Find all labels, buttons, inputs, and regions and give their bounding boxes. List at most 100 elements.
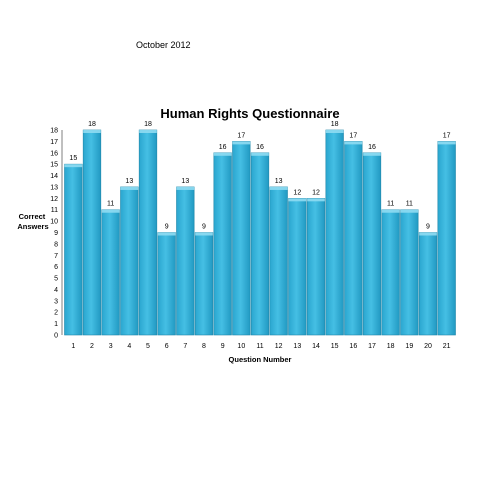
x-tick-label: 17 [368,343,376,350]
bar-top-highlight [64,164,83,168]
bar [288,198,307,336]
bar [101,209,120,336]
bar-top-highlight [176,186,195,190]
bar-value-label: 13 [275,178,283,185]
chart-title: Human Rights Questionnaire [160,106,339,121]
x-tick-label: 9 [221,343,225,350]
x-tick-label: 13 [293,343,301,350]
bar [325,129,344,336]
bar-value-label: 16 [368,144,376,151]
y-tick-label: 12 [50,196,58,203]
y-tick-label: 8 [54,241,58,248]
x-tick-label: 21 [443,343,451,350]
x-tick-label: 7 [183,343,187,350]
bar [306,198,326,336]
bar [213,152,232,336]
y-tick-label: 7 [54,253,58,260]
report-date: October 2012 [136,40,191,50]
y-tick-label: 9 [54,230,58,237]
bar-value-label: 11 [387,201,394,208]
x-tick-label: 4 [127,343,131,350]
bar-top-highlight [83,130,101,133]
y-tick-label: 10 [50,219,58,226]
bar-top-highlight [437,141,456,145]
x-tick-label: 18 [387,343,395,350]
bar [194,232,214,336]
bar-value-label: 12 [293,189,301,196]
y-tick-label: 1 [54,321,58,328]
bar [344,141,363,336]
x-tick-label: 20 [424,343,432,350]
bar-top-highlight [139,130,157,133]
bar [120,186,139,336]
x-tick-label: 3 [109,343,113,350]
bar-value-label: 18 [144,121,152,128]
y-tick-label: 2 [54,310,58,317]
bar [232,141,251,336]
y-tick-label: 4 [54,287,58,294]
bar [418,232,438,336]
bar-value-label: 16 [256,144,264,151]
bars: 15 18 11 13 18 9 13 9 16 17 16 13 12 12 18 17 16 11 11 9 17 [64,121,456,336]
bar-value-label: 9 [202,224,206,231]
bar-value-label: 12 [312,189,320,196]
bar-top-highlight [381,209,400,213]
bar-top-highlight [213,152,232,156]
x-tick-label: 12 [275,343,283,350]
bar-value-label: 17 [349,132,357,139]
bar-value-label: 17 [237,132,245,139]
bar-top-highlight [400,209,419,213]
x-tick-label: 10 [237,343,245,350]
x-tick-label: 14 [312,343,320,350]
x-tick-label: 16 [349,343,357,350]
bar-value-label: 11 [107,201,114,208]
y-tick-label: 14 [50,173,58,180]
bar-top-highlight [232,141,251,145]
bar-value-label: 16 [219,144,227,151]
x-tick-label: 19 [405,343,413,350]
bar-value-label: 9 [165,224,169,231]
bar [437,141,456,336]
x-tick-label: 8 [202,343,206,350]
y-tick-label: 6 [54,264,58,271]
bar-value-label: 18 [88,121,96,128]
bar [157,232,176,336]
bar [64,163,83,336]
x-tick-labels: 1 2 3 4 5 6 7 8 9 10 11 12 13 14 15 16 17 18 19 20 21 [71,343,450,350]
bar-value-label: 11 [406,201,413,208]
bar-top-highlight [269,186,288,190]
bar-top-highlight [251,152,269,156]
bar-top-highlight [195,232,213,236]
x-tick-label: 6 [165,343,169,350]
y-tick-label: 13 [50,184,58,191]
bar-value-label: 13 [125,178,133,185]
bar [176,186,195,336]
y-axis-label: Correct Answers [17,212,48,231]
bar-top-highlight [344,141,363,145]
bar-top-highlight [325,130,344,133]
bar-top-highlight [307,198,325,202]
bar [362,152,382,336]
bar-top-highlight [120,186,139,190]
y-tick-label: 16 [50,150,58,157]
x-tick-label: 1 [71,343,75,350]
x-tick-label: 11 [256,343,263,350]
y-tick-label: 3 [54,298,58,305]
bar-value-label: 9 [426,224,430,231]
bar [269,186,288,336]
bar-value-label: 18 [331,121,339,128]
x-tick-label: 5 [146,343,150,350]
x-axis-label: Question Number [229,355,292,364]
bar-top-highlight [363,152,381,156]
y-tick-label: 5 [54,276,58,283]
bar [138,129,158,336]
bar-top-highlight [101,209,120,213]
bar [250,152,270,336]
bar-value-label: 15 [69,155,77,162]
bar-top-highlight [288,198,307,202]
bar [400,209,419,336]
bar-top-highlight [157,232,176,236]
y-tick-label: 15 [50,162,58,169]
y-tick-label: 0 [54,333,58,340]
